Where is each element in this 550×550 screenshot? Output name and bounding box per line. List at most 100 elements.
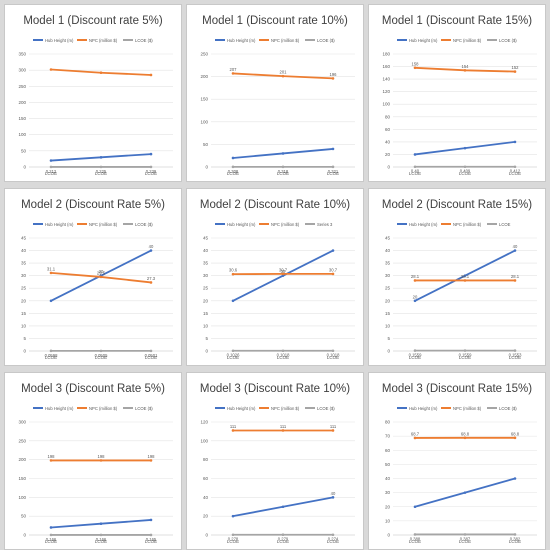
data-point bbox=[331, 147, 335, 151]
chart-title: Model 1 (Discount Rate 15%) bbox=[381, 15, 533, 27]
data-point bbox=[331, 496, 335, 499]
y-tick-label: 45 bbox=[385, 236, 391, 241]
data-label: 0.225 bbox=[96, 169, 107, 174]
data-point bbox=[149, 518, 153, 522]
data-point bbox=[281, 349, 285, 353]
y-tick-label: 60 bbox=[203, 476, 209, 481]
data-point bbox=[49, 349, 53, 353]
y-tick-label: 150 bbox=[18, 476, 26, 481]
x-tick-label: LCOE bbox=[277, 171, 289, 176]
legend-label: NPC (million $) bbox=[89, 222, 118, 227]
y-tick-label: 140 bbox=[382, 77, 390, 82]
y-tick-label: 20 bbox=[203, 514, 209, 519]
data-point bbox=[99, 459, 103, 462]
data-label: 0.412 bbox=[510, 169, 521, 174]
data-label: 198 bbox=[98, 454, 106, 459]
legend-label: Hub Height (m) bbox=[45, 38, 74, 43]
data-point bbox=[331, 349, 335, 353]
y-tick-label: 40 bbox=[385, 248, 391, 253]
data-label: 20 bbox=[413, 294, 418, 299]
data-label: 0.40 bbox=[411, 169, 420, 174]
y-tick-label: 250 bbox=[200, 52, 208, 57]
data-label: 0.0598 bbox=[45, 353, 58, 358]
data-label: 111 bbox=[330, 424, 337, 429]
data-point bbox=[413, 165, 417, 169]
data-label: 0.387 bbox=[460, 536, 471, 541]
data-label: 154 bbox=[462, 64, 470, 69]
y-tick-label: 20 bbox=[385, 504, 391, 509]
y-tick-label: 10 bbox=[203, 323, 209, 328]
legend-label: Hub Height (m) bbox=[45, 406, 74, 411]
data-label: 0.239 bbox=[146, 169, 157, 174]
chart-title: Model 1 (Discount rate 5%) bbox=[23, 15, 163, 27]
data-label: 111 bbox=[280, 424, 287, 429]
chart-svg: Hub Height (m) NPC (million $) LCOE ($) 0 50… bbox=[18, 406, 173, 544]
data-label: 158 bbox=[412, 61, 420, 66]
data-label: 0.166 bbox=[46, 537, 57, 542]
data-label: 0.274 bbox=[328, 537, 339, 542]
legend-label: Hub Height (m) bbox=[227, 38, 256, 43]
x-tick-label: LCOE bbox=[145, 171, 157, 176]
y-tick-label: 0 bbox=[387, 349, 390, 354]
y-tick-label: 30 bbox=[203, 273, 209, 278]
y-tick-label: 0 bbox=[23, 533, 26, 538]
data-label: 27.3 bbox=[147, 276, 156, 281]
x-tick-label: LCOE bbox=[327, 171, 339, 176]
y-tick-label: 300 bbox=[18, 68, 26, 73]
legend-label: Hub Height (m) bbox=[227, 406, 256, 411]
data-point bbox=[281, 505, 285, 509]
x-tick-label: LCOE bbox=[95, 539, 107, 544]
data-label: 40 bbox=[149, 244, 154, 249]
data-point bbox=[513, 249, 517, 252]
legend-label: LCOE ($) bbox=[499, 38, 517, 43]
y-tick-label: 40 bbox=[203, 495, 209, 500]
data-point bbox=[49, 159, 53, 162]
y-tick-label: 0 bbox=[23, 349, 26, 354]
y-tick-label: 50 bbox=[385, 462, 391, 467]
y-tick-label: 0 bbox=[205, 349, 208, 354]
x-tick-label: LCOE bbox=[327, 539, 339, 544]
y-tick-label: 35 bbox=[385, 261, 391, 266]
y-tick-label: 150 bbox=[18, 116, 26, 121]
data-point bbox=[513, 533, 517, 536]
data-label: 201 bbox=[280, 70, 288, 75]
data-point bbox=[463, 165, 467, 169]
y-tick-label: 10 bbox=[21, 323, 27, 328]
y-tick-label: 70 bbox=[385, 434, 391, 439]
data-point bbox=[413, 279, 417, 282]
data-label: 0.308 bbox=[228, 169, 239, 174]
y-tick-label: 25 bbox=[203, 286, 209, 291]
x-tick-label: LCOE bbox=[509, 171, 521, 176]
data-label: 68.7 bbox=[411, 431, 420, 436]
data-point bbox=[231, 156, 235, 160]
y-tick-label: 5 bbox=[205, 336, 208, 341]
y-tick-label: 180 bbox=[382, 52, 390, 57]
data-label: 0.388 bbox=[410, 536, 421, 541]
data-point bbox=[413, 505, 417, 509]
data-point bbox=[413, 299, 417, 303]
data-point bbox=[463, 436, 467, 440]
data-point bbox=[49, 299, 53, 303]
x-tick-label: LCOE bbox=[459, 355, 471, 360]
y-tick-label: 300 bbox=[18, 420, 26, 425]
chart-panel: Model 3 (Discount Rate 10%) Hub Height (m… bbox=[186, 372, 364, 550]
chart-panel: Model 1 (Discount rate 10%) Hub Height (m… bbox=[186, 4, 364, 182]
y-tick-label: 50 bbox=[203, 142, 209, 147]
x-tick-label: LCOE bbox=[509, 355, 521, 360]
y-tick-label: 10 bbox=[385, 518, 391, 523]
data-point bbox=[231, 72, 235, 75]
data-point bbox=[149, 152, 153, 156]
data-label: 0.212 bbox=[46, 169, 57, 174]
legend-label: NPC (million $) bbox=[453, 38, 482, 43]
data-point bbox=[281, 429, 285, 432]
data-point bbox=[231, 429, 235, 432]
data-label: 0.321 bbox=[328, 169, 339, 174]
data-point bbox=[231, 299, 235, 303]
data-label: 40 bbox=[331, 491, 336, 496]
data-label: 0.0505 bbox=[95, 353, 108, 358]
legend-label: Hub Height (m) bbox=[409, 222, 438, 227]
data-point bbox=[149, 459, 153, 462]
chart-title: Model 3 (Discount Rate 5%) bbox=[21, 383, 165, 395]
legend-label: NPC (million $) bbox=[453, 406, 482, 411]
legend-label: NPC (million $) bbox=[89, 38, 118, 43]
